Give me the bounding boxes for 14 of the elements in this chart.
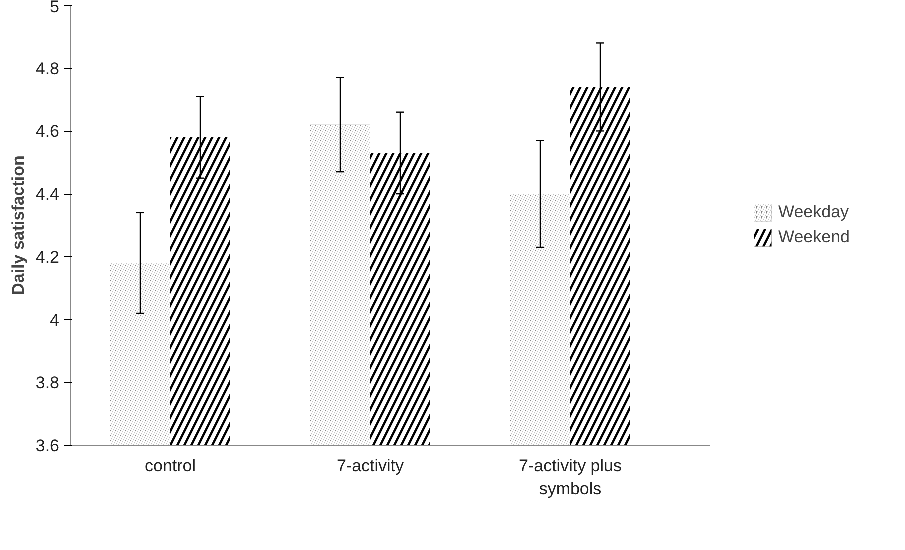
y-tick-label: 3.8 bbox=[36, 374, 60, 393]
y-tick-label: 4.2 bbox=[36, 248, 60, 267]
y-tick-label: 5 bbox=[50, 0, 60, 16]
y-tick-label: 4.4 bbox=[36, 185, 60, 204]
x-tick-label: 7-activity bbox=[336, 456, 405, 476]
legend-label: Weekend bbox=[778, 228, 850, 248]
y-tick-label: 4.8 bbox=[36, 59, 60, 78]
y-tick-label: 3.6 bbox=[36, 436, 60, 456]
x-tick-label: 7-activity plus symbols bbox=[519, 456, 622, 498]
y-tick-label: 4.6 bbox=[36, 122, 60, 142]
legend-label: Weekday bbox=[778, 202, 850, 222]
y-axis-title: Daily satisfaction bbox=[8, 156, 28, 296]
y-tick-label: 4 bbox=[50, 310, 60, 330]
x-tick-label: control bbox=[144, 456, 196, 476]
